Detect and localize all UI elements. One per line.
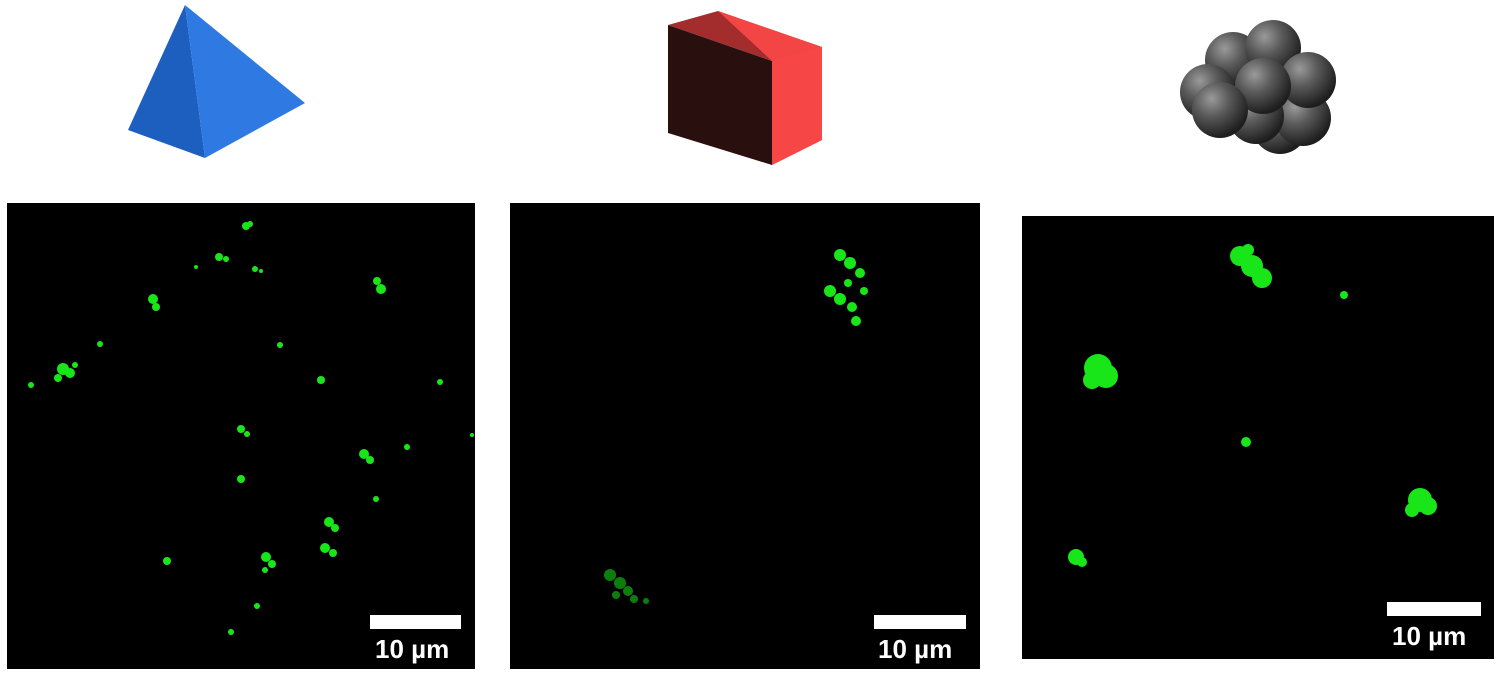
tetrahedron-illustration [128,5,305,158]
micrograph-panel-sphere-cluster: 10 µm [1022,216,1494,659]
scale-bar [370,615,461,629]
cube-illustration [668,11,822,165]
scale-bar-label: 10 µm [1392,621,1467,651]
sphere-cluster-illustration [1180,20,1336,154]
fluorescent-particles [1068,244,1437,567]
scale-bar-label: 10 µm [375,634,450,664]
micrograph-panel-cube: 10 µm [510,203,980,669]
scale-bar [1387,602,1481,616]
scale-bar-label: 10 µm [878,634,953,664]
fluorescent-particles [28,221,474,635]
fluorescent-particles [604,249,868,604]
micrograph-panel-tetrahedron: 10 µm [7,203,475,669]
scale-bar [874,615,966,629]
